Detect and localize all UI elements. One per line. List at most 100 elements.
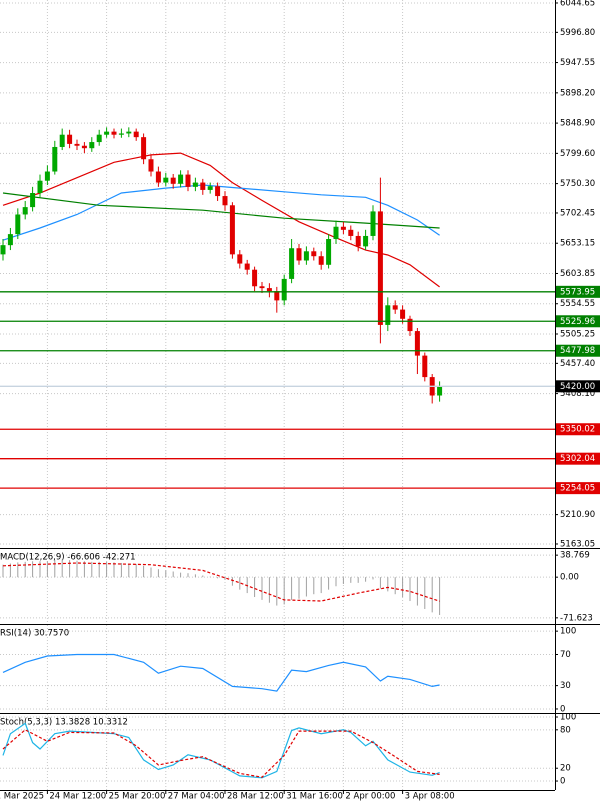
- panel-title: Stoch(5,3,3) 13.3828 10.3312: [0, 718, 128, 728]
- candle-body: [30, 192, 36, 208]
- y-tick-label: 5163.05: [560, 539, 595, 549]
- x-tick-label: 3 Apr 08:00: [405, 792, 455, 802]
- candle-body: [215, 186, 221, 197]
- y-tick-label: 5603.85: [560, 269, 595, 279]
- y-tick-label: 6044.65: [560, 0, 595, 8]
- candle-body: [37, 180, 43, 193]
- y-tick-label: 0.00: [560, 573, 579, 583]
- candle-body: [414, 331, 420, 356]
- candle-body: [141, 137, 147, 160]
- y-tick-label: 0: [560, 777, 565, 787]
- y-tick-label: 38.769: [560, 551, 590, 561]
- x-tick-label: 31 Mar 16:00: [286, 792, 343, 802]
- y-tick-label: 5799.60: [560, 149, 595, 159]
- candle-body: [126, 131, 132, 134]
- panel-title: RSI(14) 30.7570: [0, 629, 69, 639]
- x-tick-label: 21 Mar 2025: [0, 792, 44, 802]
- candle-body: [44, 171, 50, 181]
- y-tick-label: 20: [560, 764, 571, 774]
- candle-body: [370, 211, 376, 236]
- candle-body: [0, 245, 6, 255]
- candle-body: [311, 251, 317, 257]
- y-tick-label: 30: [560, 681, 571, 691]
- candle-body: [59, 134, 65, 147]
- candle-body: [67, 134, 73, 144]
- candle-body: [281, 278, 287, 301]
- y-tick-label: 100: [560, 713, 576, 723]
- signal-line: [2, 562, 440, 602]
- candle-body: [237, 254, 243, 264]
- candle-body: [15, 214, 21, 235]
- candle-body: [385, 305, 391, 325]
- y-tick-label: 5210.90: [560, 510, 595, 520]
- price-tag-label: 5254.05: [560, 484, 595, 494]
- candle-body: [148, 159, 154, 172]
- candle-body: [326, 239, 332, 265]
- y-tick-label: 5947.55: [560, 58, 595, 68]
- panel-title: MACD(12,26,9) -66.606 -42.271: [0, 553, 136, 563]
- y-tick-label: 5408.10: [560, 389, 595, 399]
- candle-body: [303, 251, 309, 261]
- candle-body: [244, 263, 250, 270]
- candle-body: [185, 174, 191, 187]
- candle-body: [422, 355, 428, 378]
- candle-body: [274, 291, 280, 301]
- candle-body: [296, 248, 302, 261]
- price-tag-label: 5420.00: [560, 382, 595, 392]
- candle-body: [355, 235, 361, 247]
- candle-body: [348, 229, 354, 236]
- candle-body: [118, 133, 124, 135]
- candle-body: [7, 234, 13, 246]
- candle-body: [89, 142, 95, 149]
- y-tick-label: 5457.40: [560, 359, 595, 369]
- price-tag: [556, 344, 600, 357]
- candle-body: [318, 256, 324, 265]
- y-tick-label: 5554.55: [560, 299, 595, 309]
- candle-body: [22, 207, 28, 215]
- candle-body: [259, 286, 265, 289]
- candle-body: [192, 182, 198, 187]
- candle-body: [178, 174, 184, 184]
- price-tag-label: 5525.96: [560, 317, 595, 327]
- moving-average: [2, 184, 440, 241]
- candle-body: [400, 309, 406, 319]
- candle-body: [333, 226, 339, 240]
- candle-body: [437, 386, 443, 396]
- x-tick-label: 27 Mar 04:00: [168, 792, 225, 802]
- candle-body: [170, 177, 176, 184]
- y-tick-label: 5898.20: [560, 88, 595, 98]
- candle-body: [155, 171, 161, 183]
- x-tick-label: 2 Apr 00:00: [345, 792, 395, 802]
- price-tag: [556, 285, 600, 298]
- candle-body: [52, 146, 58, 172]
- candle-body: [266, 288, 272, 292]
- candle-body: [74, 143, 80, 146]
- indicator-line: [2, 729, 440, 778]
- y-tick-label: 0: [560, 704, 565, 714]
- price-tag: [556, 452, 600, 465]
- price-tag: [556, 380, 600, 393]
- indicator-line: [2, 653, 440, 692]
- x-tick-label: 24 Mar 12:00: [49, 792, 106, 802]
- candle-body: [340, 226, 346, 230]
- price-tag-label: 5477.98: [560, 346, 595, 356]
- candle-body: [392, 305, 398, 310]
- price-tag: [556, 482, 600, 495]
- candle-body: [111, 131, 117, 135]
- price-tag: [556, 423, 600, 436]
- y-tick-label: 70: [560, 650, 571, 660]
- y-tick-label: 5750.30: [560, 179, 595, 189]
- y-tick-label: 5848.90: [560, 119, 595, 129]
- y-tick-label: 5702.45: [560, 208, 595, 218]
- y-tick-label: 100: [560, 627, 576, 637]
- y-tick-label: 5996.80: [560, 28, 595, 38]
- candle-body: [104, 131, 110, 135]
- candle-body: [222, 196, 228, 206]
- candle-body: [407, 318, 413, 332]
- candle-body: [96, 134, 102, 143]
- candle-body: [377, 211, 383, 325]
- price-tag: [556, 315, 600, 328]
- price-tag-label: 5573.95: [560, 287, 595, 297]
